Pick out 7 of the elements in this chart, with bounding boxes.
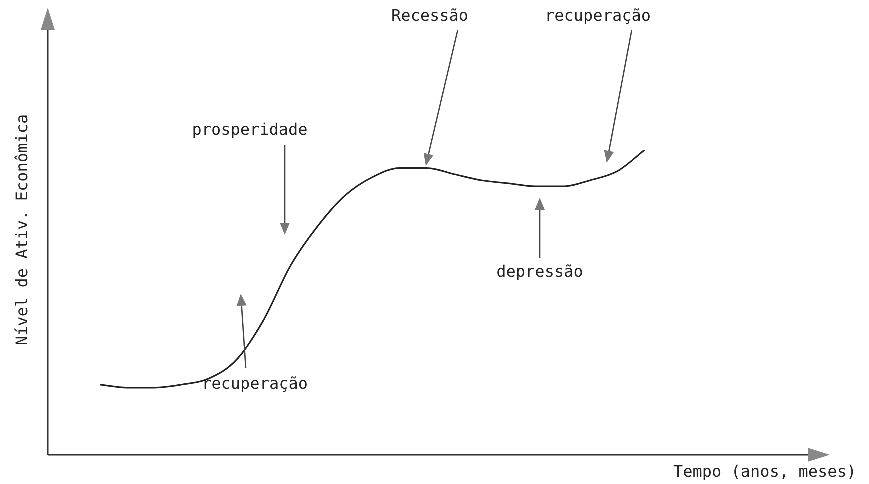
annotation: depressão bbox=[496, 262, 584, 281]
y-axis-title: Nível de Ativ. Econômica bbox=[12, 114, 32, 346]
text: prosperidade bbox=[192, 120, 308, 139]
text: recuperação bbox=[545, 6, 651, 25]
text: Recessão bbox=[391, 6, 469, 25]
annotation: recuperação bbox=[202, 374, 308, 393]
x-axis-title: Tempo (anos, meses) bbox=[673, 462, 857, 481]
